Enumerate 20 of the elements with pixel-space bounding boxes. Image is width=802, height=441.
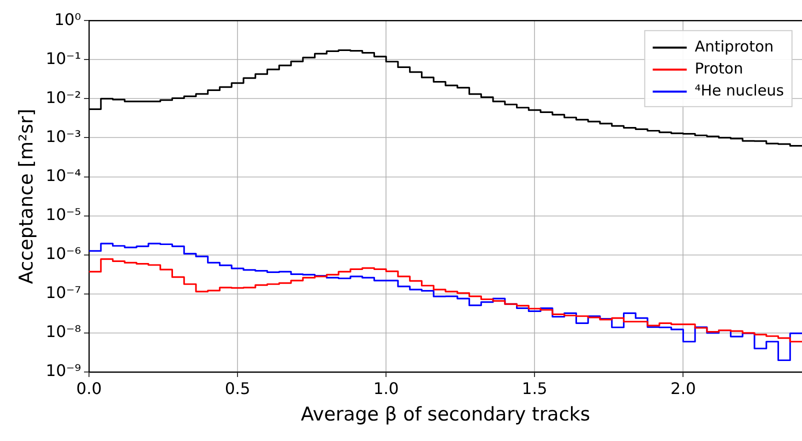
y-tick-label: 10⁻⁸ — [46, 322, 82, 342]
y-axis-title: Acceptance [m²sr] — [15, 108, 38, 284]
x-axis-title: Average β of secondary tracks — [300, 404, 590, 426]
legend-label: Proton — [694, 59, 744, 78]
x-tick-label: 1.0 — [373, 378, 399, 398]
y-tick-label: 10⁻⁷ — [46, 283, 82, 302]
y-tick-label: 10⁻⁹ — [46, 361, 82, 380]
x-tick-label: 0.5 — [224, 378, 250, 398]
legend-label: ⁴He nucleus — [694, 81, 784, 100]
y-tick-label: 10⁰ — [54, 10, 82, 29]
legend-label: Antiproton — [694, 37, 774, 56]
y-tick-label: 10⁻⁶ — [46, 244, 82, 264]
y-tick-label: 10⁻² — [46, 88, 82, 107]
y-tick-label: 10⁻⁵ — [46, 204, 82, 224]
x-tick-label: 2.0 — [670, 378, 696, 398]
y-tick-label: 10⁻¹ — [46, 48, 82, 68]
x-tick-label: 0.0 — [76, 378, 102, 398]
y-tick-label: 10⁻⁴ — [46, 166, 82, 185]
x-tick-label: 1.5 — [522, 378, 548, 398]
y-tick-label: 10⁻³ — [46, 126, 82, 146]
